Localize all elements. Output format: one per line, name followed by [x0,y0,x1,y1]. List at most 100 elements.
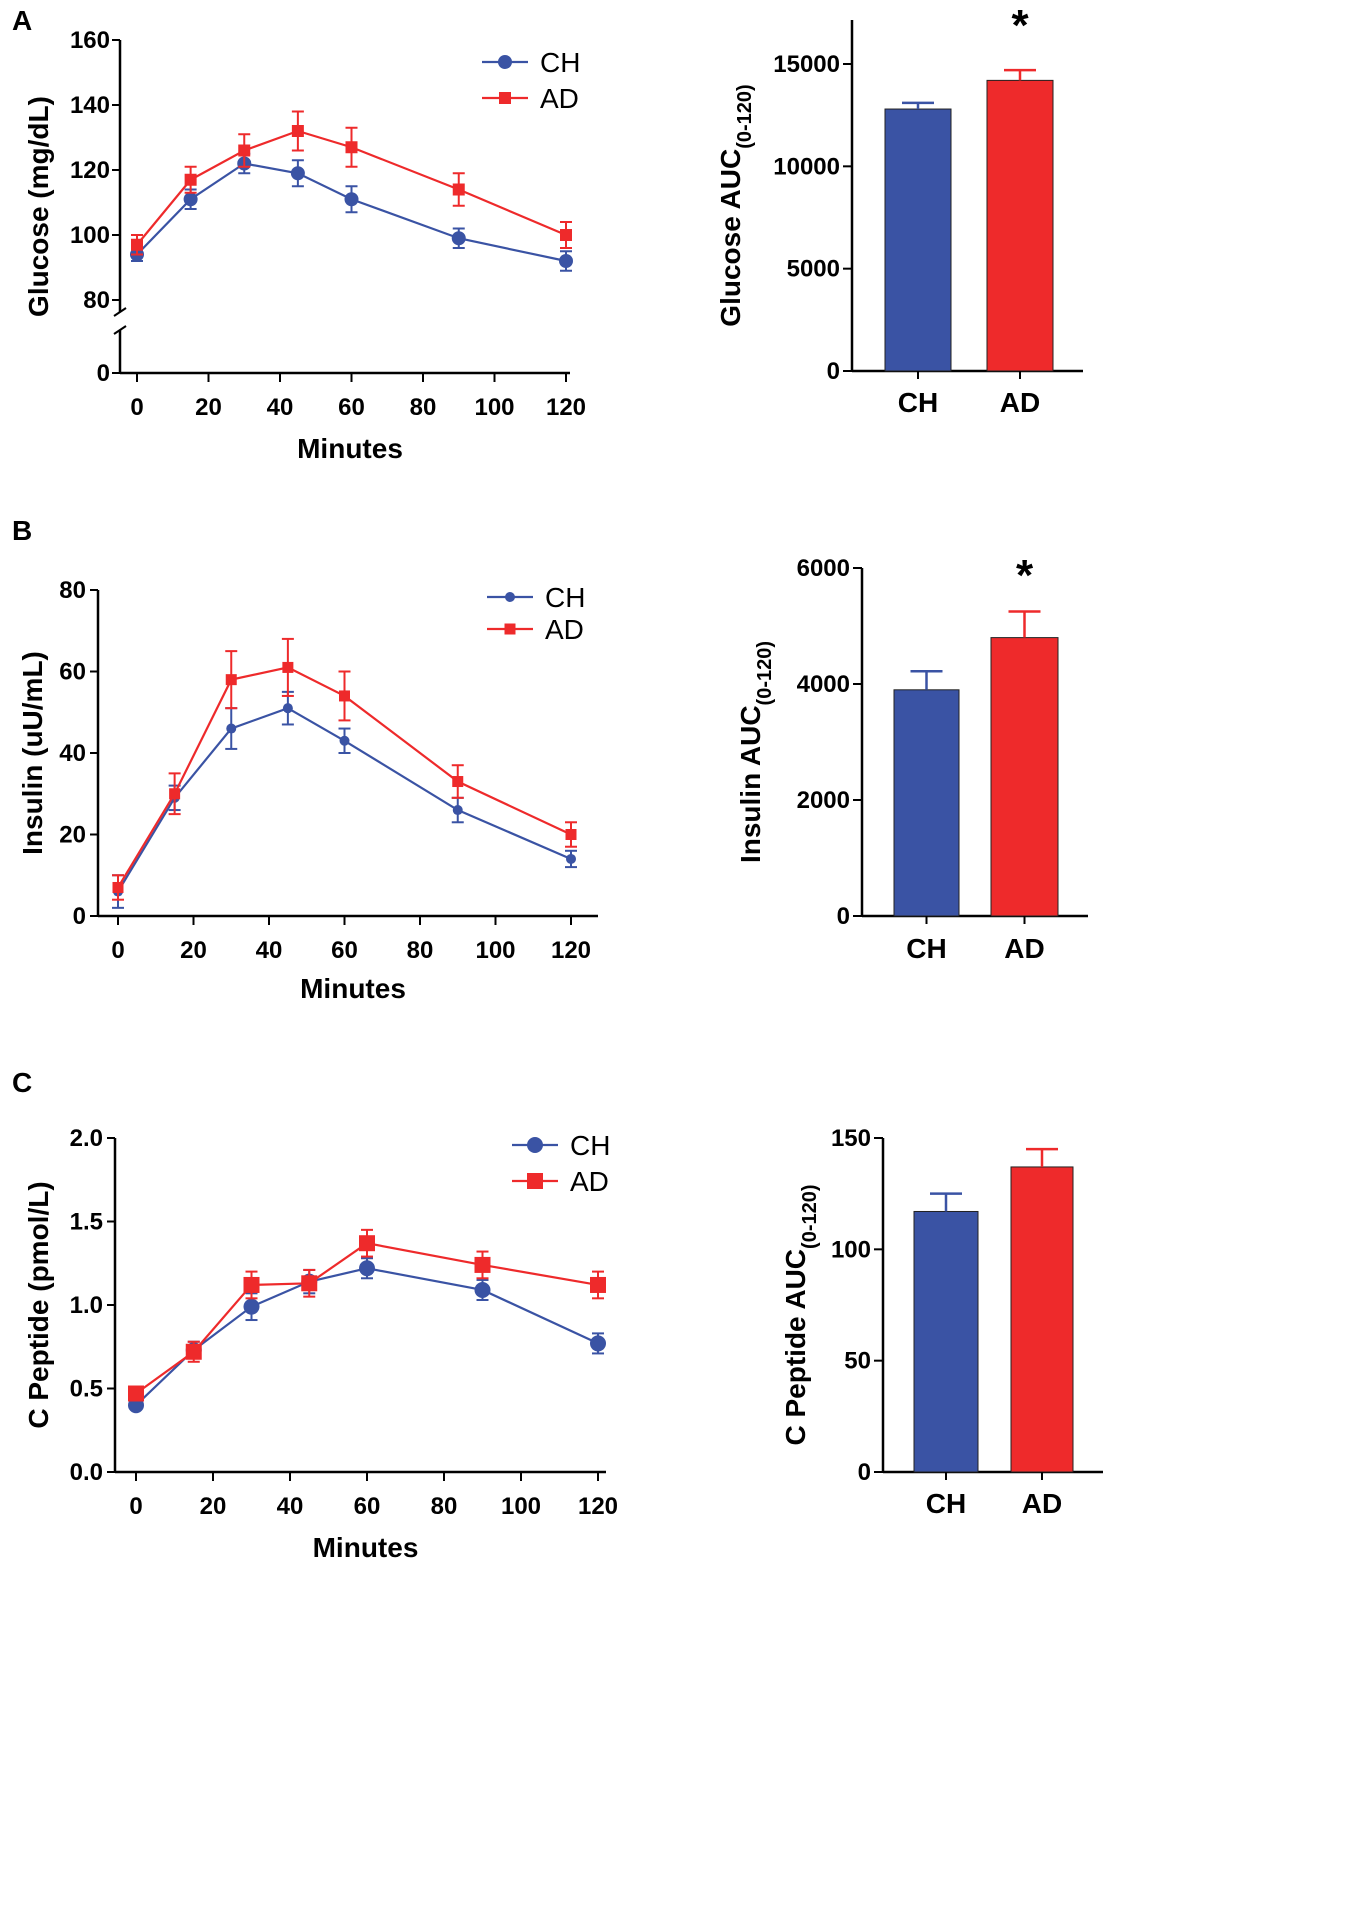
legend-label-AD: AD [540,83,579,114]
bar-category-label: AD [1004,933,1044,964]
y-tick-label: 4000 [797,671,850,698]
bar-AD [990,637,1059,917]
x-tick-label: 0 [129,1493,142,1520]
data-point-CH [344,192,359,207]
data-point-CH [566,853,576,864]
y-tick-label: 80 [59,577,86,604]
x-tick-label: 120 [551,937,591,964]
y-axis-title: Glucose AUC(0-120) [715,84,756,326]
y-axis-title-subscript: (0-120) [799,1184,821,1248]
bar-AD [986,79,1054,372]
y-tick-label: 150 [831,1125,871,1152]
y-tick-label: 40 [59,740,86,767]
legend-label-CH: CH [545,582,585,613]
x-tick-label: 100 [474,394,514,421]
x-tick-label: 20 [180,937,207,964]
x-axis-title: Minutes [300,973,406,1004]
x-axis-title: Minutes [313,1532,419,1563]
x-axis-title: Minutes [297,433,403,464]
y-axis-title: C Peptide AUC(0-120) [780,1184,821,1445]
x-tick-label: 80 [407,937,434,964]
panel-letter: C [12,1067,32,1098]
series-CH [112,690,577,909]
y-tick-label: 6000 [797,555,850,582]
data-point-AD [474,1256,491,1273]
x-tick-label: 40 [267,394,294,421]
y-tick-label: 15000 [773,51,840,78]
x-tick-label: 40 [277,1493,304,1520]
data-point-AD [339,690,350,702]
data-point-CH [183,192,198,207]
y-tick-label: 5000 [787,256,840,283]
y-tick-label: 0 [97,360,110,387]
bar-category-label: AD [1000,387,1040,418]
x-tick-label: 0 [111,937,124,964]
y-axis-title: C Peptide (pmol/L) [23,1181,54,1428]
x-tick-label: 40 [256,937,283,964]
data-point-AD [112,881,124,893]
data-point-AD [185,1343,202,1360]
legend-marker-AD [504,623,516,635]
data-point-AD [225,674,237,686]
data-point-CH [282,703,293,714]
data-point-CH [474,1281,491,1298]
y-tick-label: 0 [827,358,840,385]
bar-category-label: AD [1022,1488,1062,1519]
y-axis-title-subscript: (0-120) [734,84,756,148]
bar-chart-B: 0 2000 4000 6000 CH AD * Insulin AUC(0-120) [735,551,1088,964]
x-tick-label: 80 [431,1493,458,1520]
series-CH [128,1257,606,1414]
legend-marker-AD [499,92,511,104]
legend-marker-AD [527,1173,543,1189]
bar-CH [913,1210,979,1473]
y-axis-title-subscript: (0-120) [754,641,776,705]
bar-CH [893,689,960,917]
y-axis-title-main: C Peptide AUC [780,1249,811,1446]
x-tick-label: 20 [195,394,222,421]
x-tick-label: 100 [501,1493,541,1520]
x-tick-label: 120 [546,394,586,421]
data-point-AD [291,125,304,137]
y-axis-title: Insulin (uU/mL) [17,651,48,855]
data-point-AD [560,229,572,241]
y-tick-label: 120 [70,157,110,184]
data-point-CH [451,231,466,246]
y-axis-title-main: Insulin AUC [735,705,766,863]
legend: CH AD [512,1130,610,1197]
y-axis-title: Glucose (mg/dL) [23,96,54,317]
data-point-AD [452,776,464,788]
data-point-AD [452,183,465,196]
data-point-AD [169,788,181,800]
line-chart-B: B 0 20 40 60 80 0 20 40 60 80 100 120 Minutes Insulin … [12,515,598,1004]
y-tick-label: 0 [73,903,86,930]
line-chart-C: C 0.0 0.5 1.0 1.5 2.0 0 20 40 60 80 100 120 Minutes C … [12,1067,618,1563]
significance-star: * [1011,1,1029,50]
y-tick-label: 2.0 [70,1125,103,1152]
y-tick-label: 140 [70,92,110,119]
y-tick-label: 1.5 [70,1209,103,1236]
legend-label-AD: AD [570,1166,609,1197]
y-tick-label: 2000 [797,787,850,814]
legend-marker-CH [505,592,515,602]
axis-break-mark [113,307,127,317]
legend-label-CH: CH [570,1130,610,1161]
data-point-CH [339,735,350,746]
legend-label-AD: AD [545,614,584,645]
x-tick-label: 60 [331,937,358,964]
data-point-CH [452,805,463,816]
data-point-AD [128,1385,144,1402]
bar-CH [884,108,952,372]
bar-category-label: CH [906,933,946,964]
bar-category-label: CH [898,387,938,418]
y-tick-label: 60 [59,659,86,686]
y-tick-label: 0.5 [70,1376,103,1403]
y-tick-label: 100 [831,1236,871,1263]
bar-chart-A: 0 5000 10000 15000 CH AD * Glucose AUC(0-120) [715,1,1083,418]
y-tick-label: 50 [844,1348,871,1375]
x-tick-label: 20 [200,1493,227,1520]
data-point-CH [226,723,237,734]
legend-marker-CH [498,55,512,69]
y-tick-label: 0 [837,903,850,930]
